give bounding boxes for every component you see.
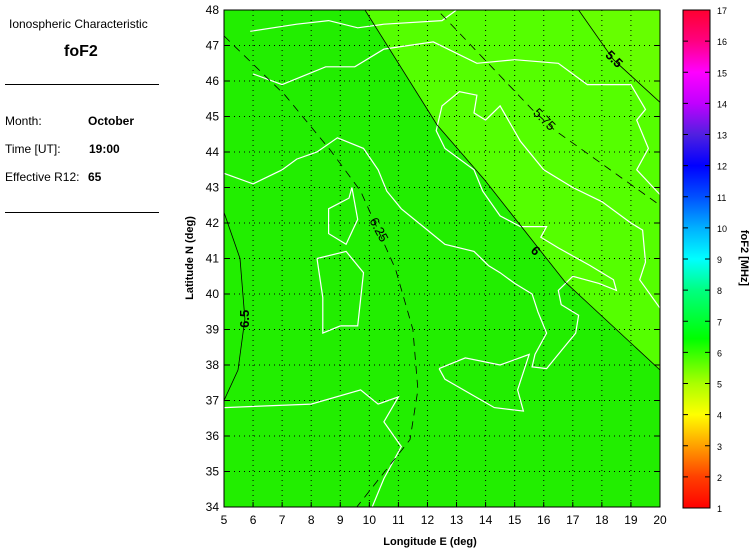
x-tick-label: 5 (221, 513, 228, 527)
characteristic-name: foF2 (64, 43, 98, 60)
colorbar-tick-label: 7 (717, 317, 722, 327)
x-tick-label: 15 (508, 513, 522, 527)
coastline (252, 41, 660, 196)
coastline (438, 353, 531, 412)
colorbar-tick-label: 9 (717, 255, 722, 265)
colorbar-tick-label: 12 (717, 162, 727, 172)
colorbar-tick-label: 11 (717, 193, 726, 203)
coastline (328, 187, 359, 246)
colorbar-tick-label: 16 (717, 37, 727, 47)
colorbar-tick-label: 14 (717, 99, 727, 109)
x-tick-label: 11 (392, 513, 405, 527)
contour-line (440, 13, 660, 206)
coastline (224, 389, 403, 507)
colorbar-tick-label: 2 (717, 473, 722, 483)
x-tick-label: 10 (363, 513, 377, 527)
x-tick-label: 14 (479, 513, 493, 527)
coastline (316, 250, 365, 334)
colorbar-tick-label: 4 (717, 411, 722, 421)
contour-line (364, 10, 660, 371)
colorbar-tick-label: 3 (717, 442, 722, 452)
colorbar-tick-label: 8 (717, 286, 722, 296)
colorbar-tick-label: 13 (717, 131, 727, 141)
colorbar-label: foF2 [MHz] (738, 230, 750, 287)
colorbar-tick-label: 5 (717, 380, 722, 390)
time-value: 19:00 (89, 142, 120, 156)
month-value: October (88, 114, 135, 128)
contour-label: 6.5 (237, 310, 252, 328)
x-axis-label: Longitude E (deg) (383, 536, 477, 548)
field-region (578, 10, 660, 103)
x-tick-label: 20 (653, 513, 667, 527)
colorbar-tick-label: 17 (717, 6, 727, 16)
y-tick-label: 44 (206, 145, 220, 159)
time-label: Time [UT]: (5, 142, 61, 156)
x-tick-label: 17 (566, 513, 580, 527)
x-tick-label: 9 (337, 513, 344, 527)
month-label: Month: (5, 114, 42, 128)
colorbar-tick-label: 15 (717, 68, 727, 78)
contour-line (224, 212, 246, 401)
y-tick-label: 35 (206, 465, 220, 479)
x-tick-label: 8 (308, 513, 315, 527)
panel-heading: Ionospheric Characteristic (9, 17, 148, 31)
x-tick-label: 13 (450, 513, 464, 527)
divider (5, 84, 159, 85)
contour-line (224, 35, 419, 507)
y-tick-label: 36 (206, 429, 220, 443)
colorbar-tick-label: 6 (717, 348, 722, 358)
x-tick-label: 16 (537, 513, 551, 527)
contour-line (578, 10, 660, 103)
y-tick-label: 48 (206, 3, 220, 17)
y-tick-label: 42 (206, 216, 220, 230)
y-tick-label: 40 (206, 287, 220, 301)
x-tick-label: 7 (279, 513, 286, 527)
coastline (224, 90, 660, 370)
r12-label: Effective R12: (5, 170, 80, 184)
coastline (250, 10, 457, 32)
x-tick-label: 19 (624, 513, 638, 527)
y-axis-label: Latitude N (deg) (184, 216, 196, 300)
y-tick-label: 34 (206, 500, 220, 514)
y-tick-label: 45 (206, 110, 220, 124)
y-tick-label: 41 (206, 252, 220, 266)
colorbar-tick-label: 1 (717, 504, 722, 514)
divider (5, 212, 159, 213)
x-tick-label: 18 (595, 513, 609, 527)
y-tick-label: 37 (206, 394, 220, 408)
y-tick-label: 47 (206, 39, 220, 53)
colorbar-tick-label: 10 (717, 224, 727, 234)
x-tick-label: 6 (250, 513, 257, 527)
x-tick-label: 12 (421, 513, 435, 527)
y-tick-label: 38 (206, 358, 220, 372)
y-tick-label: 46 (206, 74, 220, 88)
r12-value: 65 (88, 170, 102, 184)
y-tick-label: 39 (206, 323, 220, 337)
y-tick-label: 43 (206, 181, 220, 195)
